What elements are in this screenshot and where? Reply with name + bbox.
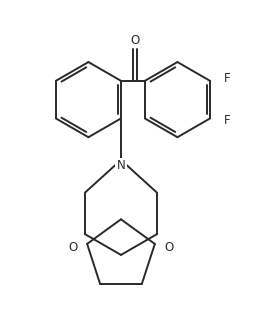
Text: O: O [68,241,77,254]
Text: F: F [224,72,230,85]
Text: O: O [165,241,174,254]
Text: N: N [117,160,125,172]
Text: O: O [130,34,139,47]
Text: F: F [224,114,230,127]
